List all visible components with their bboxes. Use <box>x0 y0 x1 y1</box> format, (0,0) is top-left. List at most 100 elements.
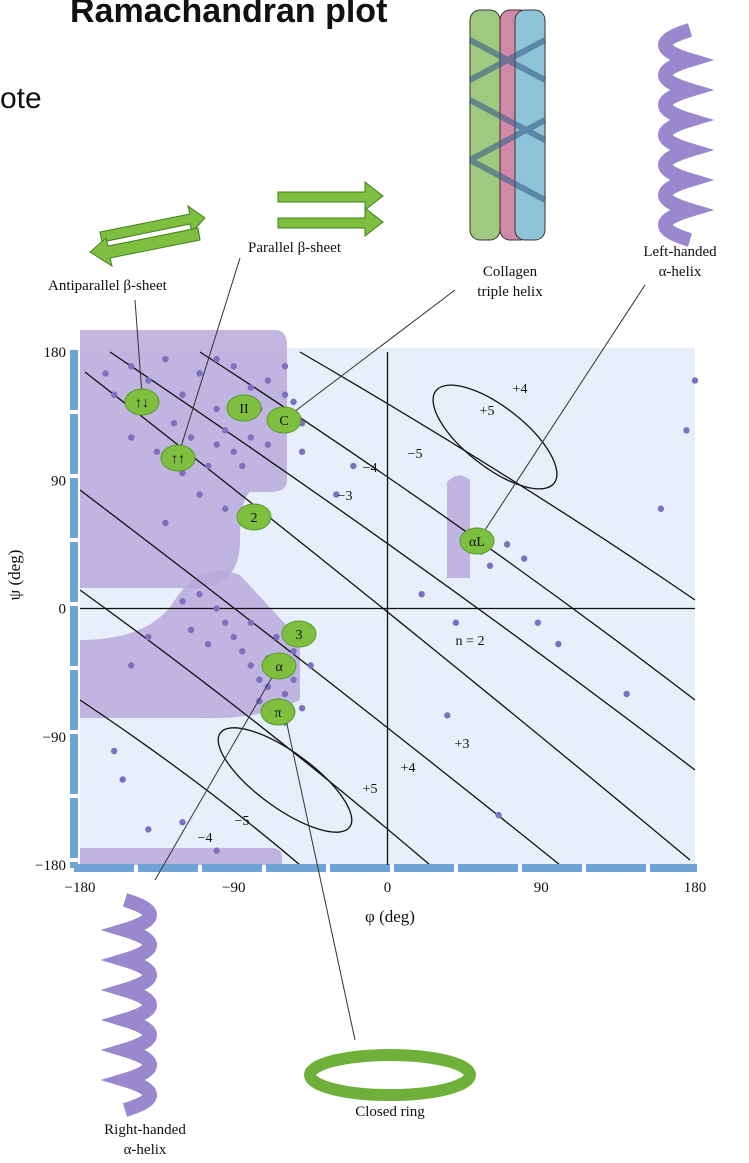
point <box>222 619 229 626</box>
point <box>179 391 186 398</box>
y-tick-label: 90 <box>51 473 66 489</box>
sheet-arrows <box>89 180 384 268</box>
point <box>170 420 178 427</box>
region-label: II <box>239 402 249 417</box>
point <box>187 626 195 634</box>
point <box>145 377 152 384</box>
point <box>179 819 186 826</box>
region-label: ↑↑ <box>171 452 185 467</box>
x-tick-label: 0 <box>384 880 392 896</box>
point <box>110 391 118 398</box>
point <box>418 591 425 598</box>
point <box>128 363 135 370</box>
point <box>222 427 229 434</box>
point <box>534 619 542 626</box>
point <box>196 370 203 377</box>
region-badge <box>459 527 495 555</box>
point <box>333 491 340 498</box>
callout: triple helix <box>477 284 543 300</box>
title: Ramachandran plot <box>70 0 387 30</box>
point <box>691 377 699 384</box>
x-tick-label: −180 <box>65 880 96 896</box>
point <box>247 662 255 669</box>
region-badge <box>266 406 302 434</box>
y-tick-label: −90 <box>43 730 66 746</box>
contour-label: −4 <box>363 461 378 476</box>
x-tick-label: −90 <box>222 880 245 896</box>
point <box>290 398 297 406</box>
region-badge <box>226 394 262 422</box>
slide-text: ote <box>0 82 42 115</box>
region-badge <box>236 503 272 531</box>
point <box>102 370 109 377</box>
region-badge <box>260 698 296 726</box>
closed-ring <box>304 1049 476 1101</box>
point <box>222 505 229 512</box>
point <box>264 683 272 691</box>
point <box>247 619 255 626</box>
point <box>350 462 357 470</box>
point <box>196 591 203 598</box>
point <box>256 676 263 683</box>
allowed-region <box>80 848 282 865</box>
point <box>213 355 220 363</box>
point <box>298 448 306 455</box>
contours <box>79 351 696 866</box>
point <box>623 690 630 698</box>
callout: Closed ring <box>355 1104 425 1120</box>
contour-label: +5 <box>480 404 495 419</box>
region-label: C <box>279 414 288 429</box>
contour-label: +5 <box>363 782 378 797</box>
point <box>213 605 220 612</box>
region-badge <box>281 620 317 648</box>
point <box>247 384 255 391</box>
point <box>230 633 237 641</box>
left-helix <box>658 23 715 247</box>
point <box>162 519 169 527</box>
point <box>281 690 289 698</box>
callout: Right-handed <box>104 1122 186 1138</box>
region-label: 2 <box>251 511 258 526</box>
point <box>204 462 212 470</box>
y-tick-label: 0 <box>59 602 67 618</box>
point <box>213 405 220 413</box>
callout: Antiparallel β-sheet <box>48 278 168 294</box>
callout: α-helix <box>124 1142 167 1158</box>
region-label: ↑↓ <box>135 396 149 411</box>
point <box>145 633 152 641</box>
point <box>179 469 186 477</box>
point <box>273 633 280 641</box>
callout-lines <box>134 257 646 1041</box>
callout: Left-handed <box>643 244 717 260</box>
region-badge <box>261 652 297 680</box>
collagen-helix <box>468 9 547 241</box>
point <box>486 562 494 569</box>
point <box>495 811 502 819</box>
region-badge <box>124 388 160 416</box>
contour-label: −5 <box>235 814 250 829</box>
point <box>281 363 289 370</box>
contour-label: −4 <box>198 831 213 846</box>
callout: Collagen <box>483 264 538 280</box>
point <box>145 826 152 833</box>
y-tick-label: 180 <box>44 345 67 361</box>
contour-label: n = 2 <box>456 634 485 649</box>
point <box>281 391 289 398</box>
point <box>196 491 203 498</box>
point <box>290 676 297 683</box>
region-label: 3 <box>296 628 303 643</box>
y-axis-label: ψ (deg) <box>5 550 24 601</box>
point <box>239 648 246 655</box>
x-tick-label: 180 <box>684 880 707 896</box>
point <box>119 776 126 783</box>
point <box>298 705 306 712</box>
region-badge <box>160 444 196 472</box>
point <box>264 377 272 384</box>
point <box>153 448 161 455</box>
callout: α-helix <box>659 264 702 280</box>
point <box>307 662 314 669</box>
point <box>128 662 135 669</box>
point <box>452 619 460 626</box>
